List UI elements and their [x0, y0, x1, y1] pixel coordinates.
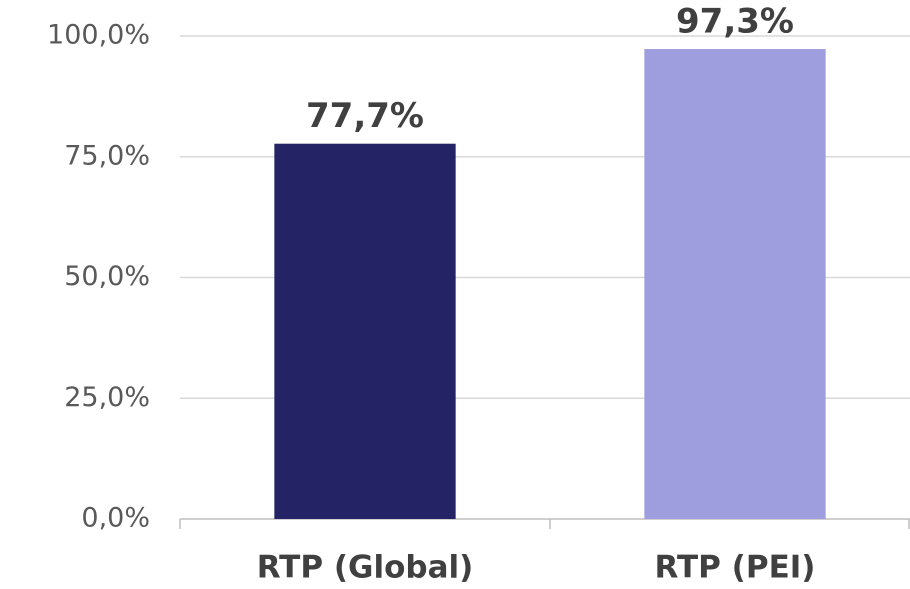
y-tick-label: 25,0%: [64, 382, 150, 413]
bar: [644, 49, 826, 519]
data-label: 77,7%: [306, 96, 424, 136]
y-tick-label: 0,0%: [81, 503, 150, 534]
data-label: 97,3%: [676, 2, 794, 42]
marks: 77,7% 97,3%: [274, 2, 826, 520]
x-tick-label: RTP (Global): [257, 550, 474, 586]
bar: [274, 143, 456, 520]
y-tick-label: 100,0%: [47, 20, 150, 51]
y-tick-label: 50,0%: [64, 261, 150, 292]
x-tick-label: RTP (PEI): [655, 550, 816, 586]
y-tick-label: 75,0%: [64, 140, 150, 171]
